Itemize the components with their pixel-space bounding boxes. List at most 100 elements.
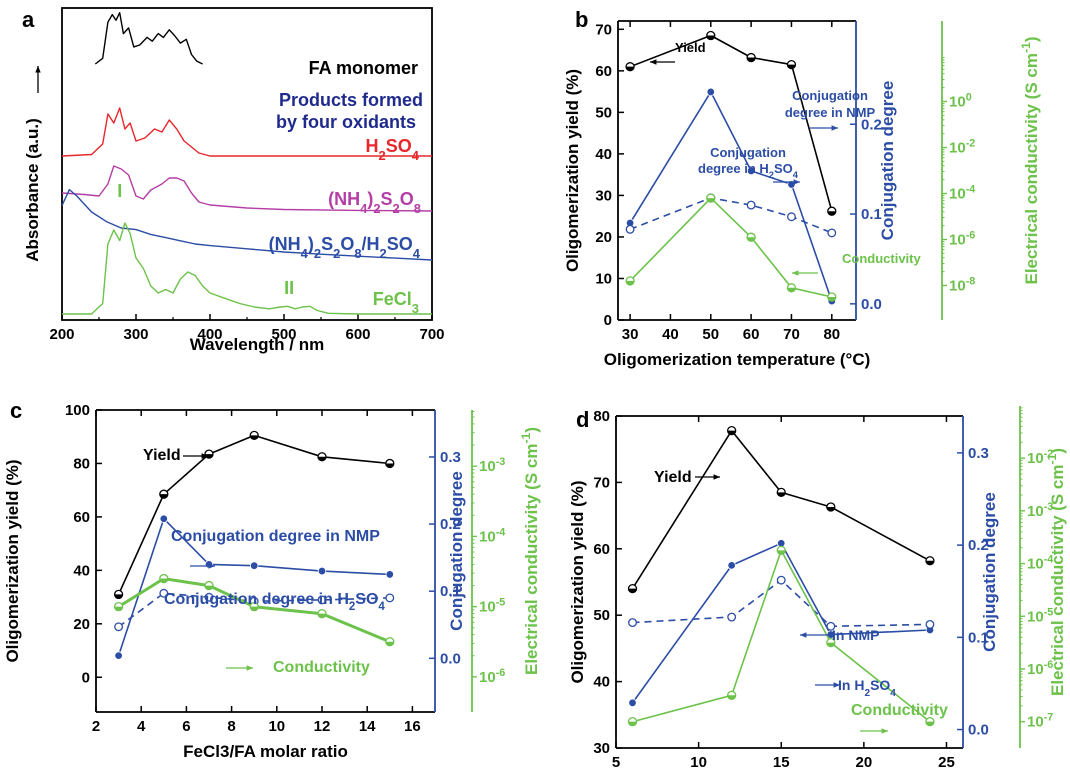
y3-tick-label-d-seg: -7 <box>1044 712 1054 724</box>
y3-tick-label-b-seg: -8 <box>966 276 976 288</box>
series-label-h2so4-d-seg: 2 <box>864 688 870 699</box>
series-label-aps-h2so4: (NH4)2S2O8/H2SO4 <box>269 234 421 261</box>
data-point-c-3 <box>159 573 169 584</box>
data-point-c-3 <box>113 602 124 612</box>
y-tick-label-c: 40 <box>73 562 90 579</box>
data-point-c-2 <box>159 588 169 598</box>
arrow-nmp-d-head <box>800 632 807 638</box>
data-point-d-1-dot <box>727 561 736 570</box>
y3-tick-label-c: 10-5 <box>479 597 505 616</box>
spectrum-line-2 <box>61 165 433 212</box>
data-point-b-0-half <box>787 64 796 69</box>
y-axis-title-b: Oligomerization yield (%) <box>563 69 582 272</box>
data-point-d-2 <box>776 575 786 585</box>
y-tick-label-d: 60 <box>593 541 610 558</box>
y3-tick-label-d-seg: 10 <box>1027 503 1044 520</box>
y3-tick-label-d-seg: -4 <box>1044 554 1054 566</box>
series-line-b-2 <box>629 197 833 234</box>
data-point-d-3-half <box>628 721 637 726</box>
data-point-d-3-half <box>925 721 934 726</box>
y3-axis-title-c-seg: Electrical conductivity (S cm <box>522 444 541 675</box>
x-axis-title-c: FeCl3/FA molar ratio <box>183 742 348 761</box>
series-label-h2so4-d-seg: 4 <box>890 688 896 699</box>
data-point-d-3 <box>727 690 737 700</box>
arrow-cond-d-head <box>881 728 888 734</box>
arrow-cond-b-head <box>792 270 799 276</box>
y3-tick-label-d: 10-6 <box>1027 659 1053 678</box>
data-point-b-0 <box>827 206 837 216</box>
ann-conj-nmp-b-1: Conjugation <box>792 88 868 103</box>
data-point-b-3-half <box>787 287 796 292</box>
y-axis-arrow-a <box>35 66 41 93</box>
series-label-h2so4-c-seg: 2 <box>349 601 355 613</box>
x-tick-label-c: 12 <box>314 718 331 735</box>
data-point-d-1 <box>628 698 637 708</box>
y2-tick-label-d: 0.2 <box>968 537 989 554</box>
data-point-c-1 <box>317 566 327 576</box>
series-label-aps-h2so4-seg: SO <box>387 234 413 254</box>
arrow-cond-c <box>226 665 253 671</box>
header-line-2: by four oxidants <box>276 112 416 132</box>
series-label-aps: (NH4)2S2O8 <box>328 189 421 216</box>
y-tick-label-c: 100 <box>65 402 90 419</box>
data-point-d-2 <box>628 618 637 628</box>
y2-axis-title-b-seg: Conjugation degree <box>878 81 897 241</box>
arrow-cond-b <box>792 270 818 276</box>
y3-tick-label-b: 10-2 <box>949 138 975 157</box>
arrow-yield-b-head <box>650 59 657 65</box>
x-tick-label-b: 40 <box>662 326 679 343</box>
series-label-aps-h2so4-seg: S <box>321 234 333 254</box>
y3-tick-label-d-seg: -6 <box>1044 659 1054 671</box>
peak-mark-i: I <box>117 181 122 201</box>
series-label-aps-seg: 8 <box>414 201 421 216</box>
series-label-aps-seg: 2 <box>373 201 380 216</box>
data-point-d-2-dot <box>727 612 737 622</box>
x-tick-label-c: 6 <box>182 718 190 735</box>
data-point-d-2-dot <box>826 621 836 631</box>
series-label-h2so4-d: In H2SO4 <box>838 677 896 699</box>
x-tick-label-b: 60 <box>743 326 760 343</box>
data-point-d-3 <box>776 545 786 556</box>
y3-tick-label-b-seg: 10 <box>949 232 966 249</box>
series-label-cond-b: Conductivity <box>842 251 921 266</box>
data-point-d-2 <box>826 621 836 631</box>
header-line-1: Products formed <box>279 90 423 110</box>
data-point-b-2-dot <box>746 200 756 210</box>
arrow-yield-c <box>183 453 208 459</box>
y3-tick-label-c-seg: -5 <box>496 597 506 609</box>
data-point-b-0 <box>746 52 756 63</box>
series-label-aps-h2so4-seg: (NH <box>269 234 301 254</box>
data-point-d-0 <box>727 425 737 436</box>
data-point-c-2-dot <box>385 593 395 603</box>
data-point-b-0-half <box>747 57 756 62</box>
y2-tick-label-c: 0.2 <box>440 516 461 533</box>
y3-tick-label-c-seg: -6 <box>496 667 506 679</box>
y3-tick-label-b-seg: 10 <box>949 278 966 295</box>
data-point-b-3-half <box>706 198 715 203</box>
data-point-b-3 <box>746 232 756 242</box>
y3-axis-title-c-seg: ) <box>522 427 541 433</box>
y3-tick-label-d-seg: -2 <box>1044 448 1054 460</box>
y2-tick-label-b: 0.2 <box>861 116 882 133</box>
y3-tick-label-d-seg: 10 <box>1027 556 1044 573</box>
data-point-c-1-dot <box>385 570 394 579</box>
y3-tick-label-b: 10-6 <box>949 230 975 249</box>
series-label-h2so4-seg: SO <box>386 136 412 156</box>
y3-tick-label-b: 10-8 <box>949 276 975 295</box>
x-tick-label-a: 300 <box>123 326 148 343</box>
y3-axis-title-d-seg: Electrical conductivity (S cm <box>1048 465 1067 696</box>
data-point-c-0-half <box>250 435 259 440</box>
series-label-h2so4-c-seg: Conjugation degree in H <box>164 591 349 608</box>
y3-axis-title-b-seg: ) <box>1022 36 1041 42</box>
x-tick-label-c: 14 <box>359 718 376 735</box>
y-axis-title-d-seg: Oligomerization yield (%) <box>568 480 587 683</box>
series-line-b-1 <box>629 91 833 302</box>
y2-axis-title-d: Conjugation degree <box>980 492 999 652</box>
y2-tick-label-b: 0.1 <box>861 206 882 223</box>
x-tick-label-b: 70 <box>783 326 800 343</box>
y-tick-label-c: 20 <box>73 616 90 633</box>
arrow-conj-nmp-b <box>810 125 838 131</box>
y-tick-label-c: 0 <box>82 669 90 686</box>
panel-letter-d: d <box>576 407 589 432</box>
data-point-b-1 <box>746 166 756 176</box>
